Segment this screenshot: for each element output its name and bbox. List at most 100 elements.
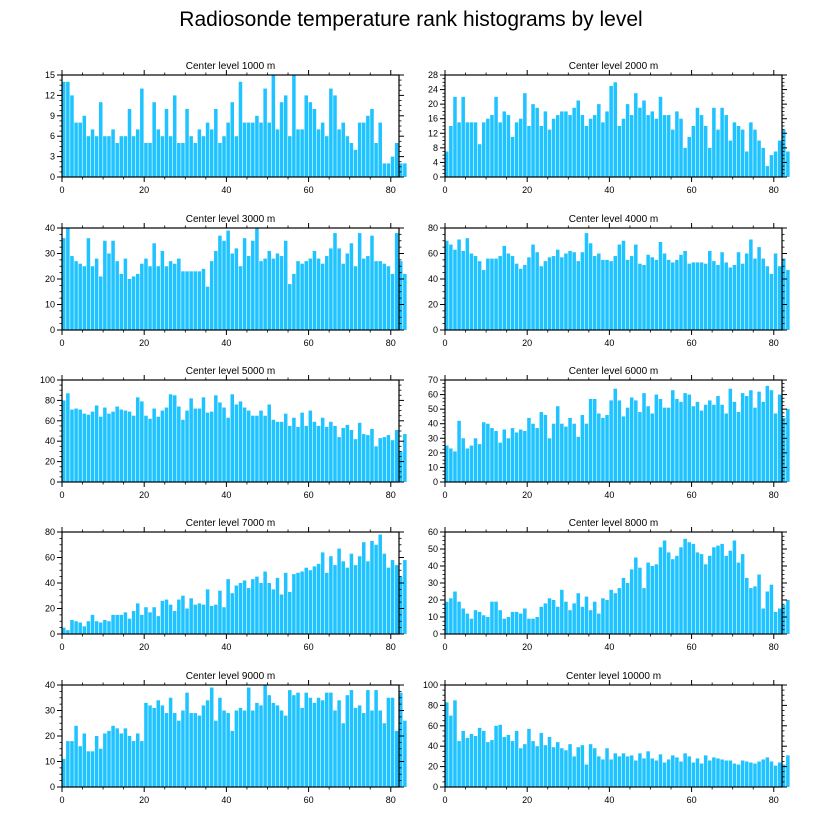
bar bbox=[531, 244, 535, 330]
bar bbox=[642, 588, 646, 634]
bar bbox=[333, 710, 337, 787]
bar bbox=[527, 728, 531, 787]
bar bbox=[94, 136, 99, 177]
bar bbox=[296, 426, 300, 482]
bar bbox=[703, 404, 708, 482]
bar bbox=[140, 263, 144, 330]
bar-series bbox=[62, 75, 407, 177]
bar bbox=[745, 761, 749, 787]
panel-title: Center level 1000 m bbox=[186, 61, 276, 72]
bar bbox=[605, 748, 609, 787]
bar bbox=[646, 751, 650, 787]
bar bbox=[736, 562, 741, 634]
bar bbox=[366, 435, 370, 482]
bar bbox=[357, 556, 362, 634]
bar bbox=[642, 100, 646, 177]
bar bbox=[650, 566, 654, 634]
y-tick-label: 40 bbox=[45, 436, 55, 446]
bar bbox=[592, 398, 597, 482]
bar bbox=[111, 725, 115, 787]
bar bbox=[135, 397, 140, 482]
bar bbox=[362, 258, 366, 330]
bar bbox=[617, 126, 622, 177]
bar bbox=[86, 751, 91, 787]
bar bbox=[160, 136, 165, 177]
bar bbox=[749, 122, 753, 177]
bar bbox=[523, 744, 527, 787]
bar bbox=[662, 540, 667, 634]
bar bbox=[98, 622, 103, 634]
bar bbox=[687, 394, 691, 482]
bar bbox=[498, 122, 502, 177]
bar bbox=[329, 421, 333, 482]
bar bbox=[399, 163, 403, 177]
bar bbox=[107, 253, 111, 330]
bar bbox=[531, 423, 535, 482]
bar bbox=[753, 586, 757, 634]
bar bbox=[333, 233, 337, 330]
bar bbox=[144, 143, 148, 177]
bar bbox=[609, 261, 613, 330]
y-tick-label: 0 bbox=[50, 782, 55, 792]
y-tick-label: 0 bbox=[50, 172, 55, 182]
bar bbox=[691, 262, 696, 330]
bar bbox=[119, 614, 124, 635]
bar bbox=[514, 730, 519, 787]
bar bbox=[654, 259, 659, 331]
bar bbox=[457, 601, 461, 634]
bar bbox=[333, 95, 337, 177]
bar bbox=[481, 730, 486, 787]
bar bbox=[777, 140, 782, 177]
bar bbox=[312, 250, 317, 330]
bar bbox=[115, 143, 119, 177]
bar bbox=[399, 692, 403, 787]
bar bbox=[271, 258, 276, 330]
bar bbox=[374, 544, 378, 634]
x-tick-label: 80 bbox=[769, 338, 779, 348]
bar bbox=[177, 720, 181, 787]
bar bbox=[732, 264, 737, 330]
bar bbox=[283, 572, 288, 634]
bar bbox=[560, 257, 564, 330]
bar bbox=[671, 559, 675, 634]
bar bbox=[214, 250, 218, 330]
y-tick-label: 10 bbox=[45, 757, 55, 767]
bar bbox=[629, 397, 634, 482]
bar bbox=[62, 400, 66, 482]
bar bbox=[234, 585, 239, 634]
bar bbox=[66, 741, 70, 787]
bar bbox=[255, 115, 259, 177]
bar bbox=[560, 748, 564, 787]
bar bbox=[753, 407, 757, 482]
bar bbox=[712, 757, 716, 787]
y-tick-label: 40 bbox=[45, 223, 55, 233]
bar bbox=[786, 600, 790, 634]
bar bbox=[259, 122, 263, 177]
bar bbox=[769, 273, 774, 330]
bar bbox=[708, 760, 712, 787]
bar bbox=[82, 626, 87, 634]
bar bbox=[777, 394, 782, 482]
bar bbox=[720, 107, 724, 177]
bar bbox=[712, 547, 716, 634]
x-tick-label: 0 bbox=[442, 490, 447, 500]
bar bbox=[382, 163, 387, 177]
bar bbox=[518, 748, 523, 787]
bar bbox=[728, 267, 733, 330]
bar bbox=[629, 569, 634, 634]
panel-title: Center level 4000 m bbox=[569, 214, 659, 225]
bar bbox=[329, 248, 333, 330]
bar bbox=[160, 410, 165, 482]
bar bbox=[782, 764, 786, 787]
bar bbox=[304, 95, 308, 177]
bar bbox=[724, 555, 728, 634]
histogram-panel: Center level 4000 m 0 20 40 60 80 0 20 40 60 80 bbox=[428, 214, 790, 348]
bar bbox=[349, 143, 354, 177]
bar bbox=[642, 264, 646, 330]
bar bbox=[477, 611, 482, 634]
bar bbox=[353, 439, 358, 482]
bar bbox=[222, 240, 226, 330]
bar bbox=[617, 588, 622, 634]
bar bbox=[300, 571, 304, 634]
bar bbox=[349, 690, 354, 787]
